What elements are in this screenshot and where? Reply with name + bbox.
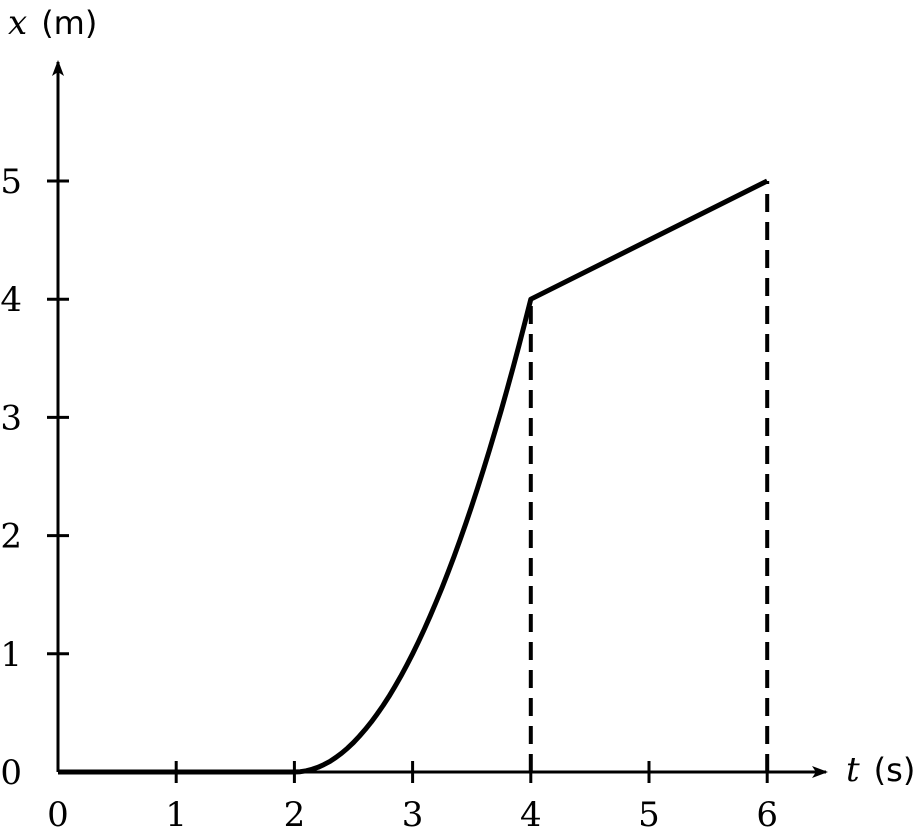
x-tick-label: 4 [520, 795, 542, 835]
x-tick-label: 1 [165, 795, 187, 835]
x-tick-label: 2 [284, 795, 306, 835]
y-tick-label: 1 [0, 635, 22, 675]
x-ticks: 0 1 2 3 4 5 6 [47, 761, 778, 835]
y-tick-label: 2 [0, 517, 22, 557]
y-tick-label: 0 [0, 753, 22, 793]
x-tick-label: 5 [638, 795, 660, 835]
y-tick-label: 5 [0, 162, 22, 202]
series [58, 178, 769, 775]
y-axis-variable: x [8, 3, 27, 43]
x-axis-variable: t [846, 750, 860, 790]
x-tick-label: 6 [756, 795, 778, 835]
reference-lines [528, 181, 770, 772]
y-ticks: 0 1 2 3 4 5 [0, 162, 69, 793]
position-curve [58, 178, 769, 775]
y-axis-label: x (m) [8, 3, 97, 43]
y-tick-label: 3 [0, 398, 22, 438]
y-tick-label: 4 [0, 280, 22, 320]
x-axis-label: t (s) [846, 750, 915, 790]
x-axis-unit: (s) [874, 751, 916, 789]
y-axis-unit: (m) [41, 4, 97, 42]
x-tick-label: 3 [402, 795, 424, 835]
x-tick-label: 0 [47, 795, 69, 835]
